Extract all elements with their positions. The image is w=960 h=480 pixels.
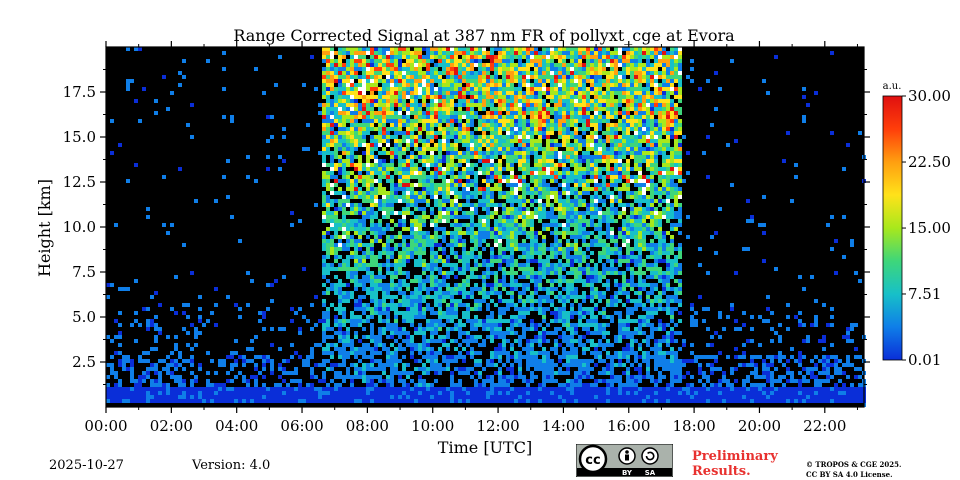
heatmap-bottom-mask	[106, 403, 864, 407]
y-tick-label: 10.0	[63, 218, 96, 236]
preliminary-line-1: Preliminary	[692, 449, 778, 464]
colorbar-unit: a.u.	[883, 81, 902, 92]
colorbar-tick-label: 7.51	[908, 285, 941, 303]
y-tick-label: 7.5	[72, 263, 96, 281]
x-axis: 00:00 02:00 04:00 06:00 08:00 10:00 12:00 14:00…	[84, 41, 858, 435]
y-tick-label: 2.5	[72, 353, 96, 371]
copyright-note: © TROPOS & CGE 2025. CC BY SA 4.0 Licens…	[806, 460, 901, 480]
colorbar	[882, 95, 903, 361]
sa-share-icon	[641, 447, 659, 465]
colorbar-tick-label: 22.50	[908, 153, 951, 171]
version-label: Version: 4.0	[192, 458, 271, 473]
copyright-line-1: © TROPOS & CGE 2025.	[806, 460, 902, 469]
sa-text: SA	[645, 469, 656, 477]
x-tick-label: 12:00	[476, 417, 519, 435]
cc-text: cc	[585, 453, 600, 468]
cc-by-sa-badge: cc BY SA	[576, 444, 673, 477]
x-tick-label: 10:00	[411, 417, 454, 435]
y-axis-label: Height [km]	[35, 179, 54, 277]
x-tick-label: 02:00	[150, 417, 193, 435]
y-tick-label: 15.0	[63, 128, 96, 146]
x-tick-label: 16:00	[607, 417, 650, 435]
colorbar-ticks: 30.00 22.50 15.00 7.51 0.01	[902, 87, 951, 369]
preliminary-results-note: Preliminary Results.	[692, 449, 778, 479]
copyright-line-2: CC BY SA 4.0 License.	[806, 470, 893, 479]
x-tick-label: 06:00	[280, 417, 323, 435]
x-tick-label: 00:00	[84, 417, 127, 435]
x-tick-label: 18:00	[672, 417, 715, 435]
colorbar-tick-label: 0.01	[908, 351, 941, 369]
y-tick-label: 12.5	[63, 173, 96, 191]
cc-logo-icon	[578, 444, 608, 474]
x-tick-label: 14:00	[542, 417, 585, 435]
x-tick-label: 04:00	[215, 417, 258, 435]
x-tick-label: 22:00	[803, 417, 846, 435]
y-tick-label: 5.0	[72, 308, 96, 326]
colorbar-tick-label: 15.00	[908, 219, 951, 237]
x-axis-label: Time [UTC]	[438, 438, 532, 457]
chart-title: Range Corrected Signal at 387 nm FR of p…	[233, 26, 735, 45]
x-tick-label: 20:00	[738, 417, 781, 435]
heatmap-area	[106, 47, 866, 407]
y-axis: 2.5 5.0 7.5 10.0 12.5 15.0 17.5	[63, 69, 870, 385]
colorbar-tick-label: 30.00	[908, 87, 951, 105]
x-tick-label: 08:00	[346, 417, 389, 435]
by-text: BY	[622, 469, 633, 477]
preliminary-line-2: Results.	[692, 464, 751, 479]
y-tick-label: 17.5	[63, 83, 96, 101]
date-label: 2025-10-27	[49, 458, 124, 473]
